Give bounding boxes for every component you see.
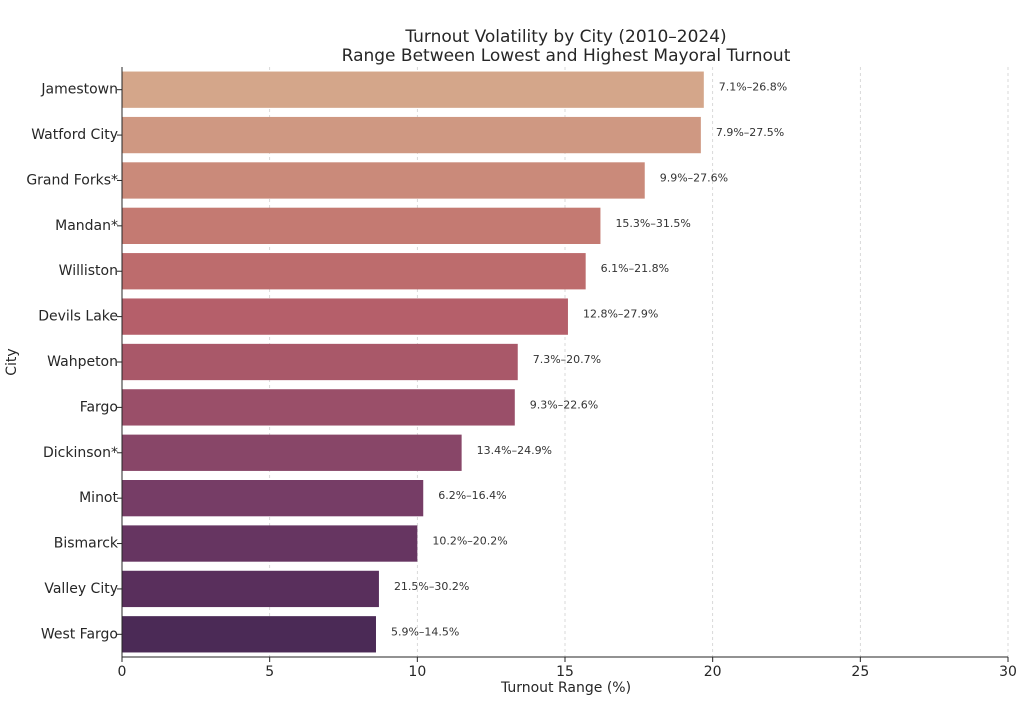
bar [122,616,376,653]
bar-data-label: 12.8%–27.9% [583,308,658,321]
x-axis-label: Turnout Range (%) [500,680,631,696]
bar [122,570,379,608]
bar [122,207,601,244]
bar-data-label: 7.3%–20.7% [533,353,601,366]
x-tick-label: 30 [999,664,1017,680]
bar-data-label: 9.3%–22.6% [530,398,598,411]
chart-title: Turnout Volatility by City (2010–2024) [404,27,726,47]
y-tick-label: West Fargo [41,626,118,642]
y-tick-label: Watford City [31,127,118,143]
y-tick-label: Bismarck [54,536,119,552]
bar [122,525,418,562]
data-labels-group: 7.1%–26.8% 7.9%–27.5% 9.9%–27.6% 15.3%–31.5… [391,81,787,639]
bar-data-label: 15.3%–31.5% [615,217,690,230]
bar [122,253,586,290]
bar [122,71,704,108]
bar [122,389,515,426]
bar-data-label: 9.9%–27.6% [660,171,728,184]
bar-data-label: 13.4%–24.9% [477,444,552,457]
bar [122,298,568,335]
y-tick-label: Fargo [80,399,118,415]
x-tick-label: 0 [118,664,127,680]
y-tick-label: Mandan* [55,218,118,234]
bar-data-label: 7.9%–27.5% [716,126,784,139]
y-tick-label: Devils Lake [38,309,118,325]
bar-data-label: 5.9%–14.5% [391,625,459,638]
bar [122,116,701,154]
bars-group [122,71,704,653]
bar-data-label: 7.1%–26.8% [719,81,787,94]
bar [122,162,645,199]
bar-data-label: 6.1%–21.8% [601,262,669,275]
x-tick-label: 10 [408,664,426,680]
y-tick-labels: Jamestown Watford City Grand Forks* Mandan*… [26,82,122,642]
y-tick-label: Williston [59,263,118,279]
bar [122,434,462,471]
y-axis-label: City [4,348,20,375]
x-tick-label: 25 [851,664,869,680]
y-tick-label: Jamestown [40,82,118,98]
y-tick-label: Minot [79,490,118,506]
y-tick-label: Wahpeton [47,354,118,370]
y-tick-label: Dickinson* [43,445,118,461]
bar [122,343,518,381]
x-tick-label: 5 [265,664,274,680]
bar-data-label: 21.5%–30.2% [394,580,469,593]
bar [122,480,424,517]
x-tick-label: 20 [704,664,722,680]
bar-data-label: 6.2%–16.4% [438,489,506,502]
x-tick-labels: 0 5 10 15 20 25 30 [118,657,1017,680]
bar-data-label: 10.2%–20.2% [432,535,507,548]
chart-subtitle: Range Between Lowest and Highest Mayoral… [342,46,791,66]
y-tick-label: Valley City [44,581,118,597]
x-tick-label: 15 [556,664,574,680]
y-tick-label: Grand Forks* [26,172,118,188]
